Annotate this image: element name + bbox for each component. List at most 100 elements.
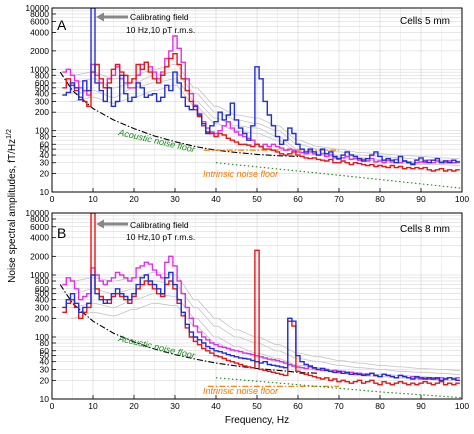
y-tick-label: 400 [35,89,49,99]
panel-b-label: B [57,225,66,241]
series-blue [62,8,460,166]
panel-b-cells-label: Cells 8 mm [400,224,450,235]
y-tick-label: 600 [35,284,49,294]
calibrating-field-label: Calibrating field [130,12,189,22]
y-axis-label-text: Noise spectral amplitudes, fT/Hz [7,139,18,283]
panel-b-xticks: 0 10 20 30 40 50 60 70 80 90 100 [50,395,469,411]
intrinsic-floor-label-a: Intrinsic noise floor [203,169,279,179]
panel-b-reference-lines [59,284,462,399]
panel-a-xticks: 0 10 20 30 40 50 60 70 80 90 100 [50,188,469,204]
panel-a-reference-lines [59,71,462,189]
y-tick-label: 10 [40,187,50,197]
y-tick-label: 10000 [25,3,49,13]
x-tick-label: 30 [170,194,180,204]
reference-line-trend [215,377,462,399]
reference-line-acoustic [59,284,319,374]
calibrating-field-value: 10 Hz,10 pT r.m.s. [126,232,195,242]
series-gray-0 [70,71,460,162]
x-tick-label: 0 [50,401,55,411]
x-tick-label: 90 [416,194,426,204]
y-tick-label: 300 [35,302,49,312]
y-tick-label: 30 [40,158,50,168]
x-tick-label: 80 [375,194,385,204]
panel-a: 0 10 20 30 40 50 60 70 80 90 100 10203040506080100… [25,3,469,204]
panel-a-grid [52,8,462,193]
series-blue [62,271,460,381]
calibrating-arrow-icon [96,12,104,22]
y-tick-label: 100 [35,126,49,136]
x-tick-label: 30 [170,401,180,411]
x-tick-label: 70 [334,401,344,411]
x-tick-label: 100 [455,194,469,204]
y-tick-label: 100 [35,332,49,342]
x-tick-label: 50 [252,401,262,411]
y-tick-label: 800 [35,70,49,80]
y-tick-label: 80 [40,132,50,142]
y-axis-label: Noise spectral amplitudes, fT/Hz1/2 [6,129,18,283]
y-tick-label: 200 [35,107,49,117]
y-tick-label: 8000 [30,9,49,19]
x-tick-label: 40 [211,401,221,411]
y-axis-label-sup: 1/2 [6,129,13,139]
x-tick-label: 0 [50,194,55,204]
y-tick-label: 8000 [30,214,49,224]
y-tick-label: 40 [40,150,50,160]
panel-b-calibrating-annotation: Calibrating field 10 Hz,10 pT r.m.s. [96,219,195,242]
y-tick-label: 1000 [30,270,49,280]
y-tick-label: 40 [40,357,50,367]
series-red [62,213,460,386]
calibrating-field-value: 10 Hz,10 pT r.m.s. [126,25,195,35]
panel-a-cells-label: Cells 5 mm [400,16,450,27]
y-tick-label: 20 [40,169,50,179]
y-tick-label: 10000 [25,208,49,218]
y-tick-label: 30 [40,364,50,374]
x-axis-label: Frequency, Hz [225,415,289,426]
reference-line-acoustic [59,71,299,157]
y-tick-label: 80 [40,338,50,348]
y-tick-label: 500 [35,289,49,299]
y-tick-label: 50 [40,144,50,154]
y-tick-label: 50 [40,351,50,361]
x-tick-label: 40 [211,194,221,204]
y-tick-label: 800 [35,276,49,286]
y-tick-label: 2000 [30,46,49,56]
series-gray-0 [70,280,460,375]
panel-a-series [62,8,460,172]
y-tick-label: 60 [40,346,50,356]
x-tick-label: 90 [416,401,426,411]
x-tick-label: 20 [129,194,139,204]
y-tick-label: 200 [35,313,49,323]
y-tick-label: 400 [35,295,49,305]
svg-text:Noise spectral amplitudes, fT/: Noise spectral amplitudes, fT/Hz1/2 [6,129,18,283]
x-tick-label: 10 [88,401,98,411]
panel-a-calibrating-annotation: Calibrating field 10 Hz,10 pT r.m.s. [96,12,195,35]
y-tick-label: 1000 [30,64,49,74]
intrinsic-floor-label-b: Intrinsic noise floor [203,386,279,396]
y-tick-label: 4000 [30,233,49,243]
x-tick-label: 70 [334,194,344,204]
y-tick-label: 60 [40,139,50,149]
x-tick-label: 60 [293,401,303,411]
y-tick-label: 20 [40,375,50,385]
series-gray-2 [70,64,460,159]
panel-b: 0 10 20 30 40 50 60 70 80 90 100 10203040506080100… [25,208,469,411]
x-tick-label: 50 [252,194,262,204]
calibrating-arrow-icon [96,219,104,229]
series-red [62,53,460,172]
reference-line-trend [215,162,462,189]
y-tick-label: 300 [35,96,49,106]
y-tick-label: 2000 [30,251,49,261]
y-tick-label: 6000 [30,222,49,232]
y-tick-label: 6000 [30,17,49,27]
y-tick-label: 4000 [30,27,49,37]
y-tick-label: 10 [40,394,50,404]
panel-b-series [62,213,460,386]
calibrating-field-label: Calibrating field [130,220,189,230]
y-tick-label: 600 [35,78,49,88]
panel-a-label: A [57,17,67,33]
x-tick-label: 20 [129,401,139,411]
x-tick-label: 80 [375,401,385,411]
